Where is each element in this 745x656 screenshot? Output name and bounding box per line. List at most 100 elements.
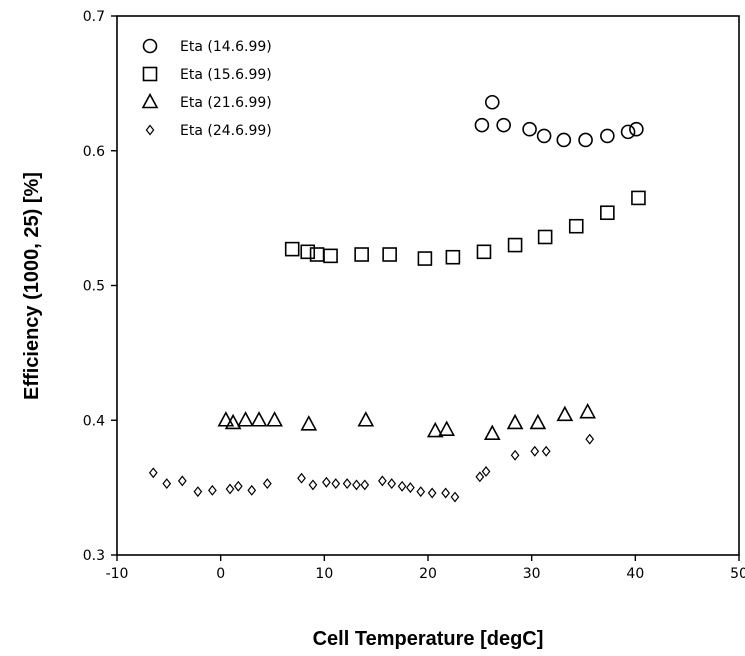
series-diamond bbox=[148, 433, 595, 503]
y-tick-label: 0.7 bbox=[83, 9, 105, 25]
data-point-triangle bbox=[250, 411, 268, 427]
series-circle bbox=[474, 94, 644, 148]
data-point-triangle bbox=[438, 420, 455, 436]
data-point-diamond bbox=[233, 480, 243, 492]
series-square bbox=[284, 190, 646, 266]
data-point-diamond bbox=[360, 479, 370, 491]
data-point-square bbox=[507, 237, 523, 253]
data-point-triangle bbox=[266, 411, 283, 427]
x-tick-label: 0 bbox=[216, 566, 225, 582]
data-point-diamond bbox=[530, 445, 540, 457]
legend-label: Eta (24.6.99) bbox=[180, 123, 272, 139]
series-triangle bbox=[217, 402, 596, 441]
data-point-square bbox=[445, 249, 461, 265]
x-axis-title: Cell Temperature [degC] bbox=[313, 628, 544, 650]
data-point-square bbox=[631, 190, 646, 206]
x-tick-label: 40 bbox=[626, 566, 644, 582]
legend: Eta (14.6.99) Eta (15.6.99) Eta (21.6.99) E… bbox=[141, 38, 272, 139]
data-point-circle bbox=[496, 117, 511, 133]
x-tick-label: 50 bbox=[730, 566, 745, 582]
data-point-diamond bbox=[541, 445, 551, 457]
tick-marks bbox=[111, 15, 740, 561]
data-point-square bbox=[300, 244, 316, 260]
data-point-diamond bbox=[406, 482, 415, 494]
legend-label: Eta (21.6.99) bbox=[180, 95, 272, 111]
legend-item: Eta (24.6.99) bbox=[145, 123, 272, 139]
data-point-diamond bbox=[378, 475, 387, 487]
data-point-diamond bbox=[441, 487, 450, 499]
y-tick-label: 0.4 bbox=[83, 413, 105, 429]
data-point-circle bbox=[522, 121, 537, 137]
data-point-diamond bbox=[193, 486, 203, 498]
legend-marker-diamond bbox=[145, 124, 155, 136]
data-point-diamond bbox=[162, 478, 172, 490]
data-point-triangle bbox=[483, 424, 501, 441]
data-point-circle bbox=[474, 117, 490, 133]
data-point-square bbox=[568, 218, 584, 234]
data-point-diamond bbox=[177, 475, 187, 487]
data-point-diamond bbox=[481, 465, 491, 477]
data-point-diamond bbox=[331, 478, 341, 490]
data-point-circle bbox=[556, 132, 572, 148]
data-point-diamond bbox=[427, 487, 437, 499]
data-point-diamond bbox=[225, 483, 235, 495]
data-point-circle bbox=[629, 121, 644, 137]
y-tick-label: 0.5 bbox=[83, 279, 105, 295]
legend-item: Eta (21.6.99) bbox=[141, 92, 272, 111]
data-point-diamond bbox=[297, 472, 306, 484]
x-tick-label: 30 bbox=[523, 566, 541, 582]
data-point-diamond bbox=[308, 479, 318, 491]
data-point-triangle bbox=[506, 413, 524, 430]
data-point-diamond bbox=[397, 480, 407, 492]
data-point-diamond bbox=[322, 476, 331, 488]
data-point-diamond bbox=[416, 486, 426, 498]
data-point-triangle bbox=[237, 411, 254, 427]
x-tick-label: -10 bbox=[106, 566, 129, 582]
data-point-triangle bbox=[217, 411, 235, 427]
data-point-diamond bbox=[262, 478, 272, 490]
x-tick-label: 10 bbox=[315, 566, 333, 582]
legend-item: Eta (15.6.99) bbox=[142, 66, 272, 83]
y-axis-title: Efficiency (1000, 25) [%] bbox=[21, 172, 43, 400]
data-points bbox=[148, 94, 646, 503]
data-point-triangle bbox=[300, 415, 318, 431]
legend-label: Eta (14.6.99) bbox=[180, 39, 272, 55]
data-point-diamond bbox=[148, 467, 158, 479]
data-point-square bbox=[417, 251, 433, 266]
data-point-diamond bbox=[585, 433, 595, 445]
data-point-diamond bbox=[352, 479, 361, 491]
data-point-diamond bbox=[387, 478, 397, 490]
data-point-triangle bbox=[556, 405, 574, 422]
legend-marker-triangle bbox=[141, 92, 159, 109]
data-point-circle bbox=[620, 124, 636, 140]
y-tick-labels: 0.3 0.4 0.5 0.6 0.7 bbox=[83, 9, 105, 564]
legend-marker-square bbox=[142, 66, 158, 82]
data-point-diamond bbox=[510, 449, 520, 461]
data-point-triangle bbox=[579, 402, 596, 419]
data-point-square bbox=[323, 248, 338, 264]
x-tick-labels: -10 0 10 20 30 40 50 bbox=[106, 566, 745, 582]
data-point-square bbox=[476, 244, 492, 260]
data-point-circle bbox=[536, 128, 552, 144]
data-point-circle bbox=[600, 128, 615, 144]
data-point-square bbox=[537, 229, 553, 245]
data-point-circle bbox=[578, 132, 593, 148]
data-point-diamond bbox=[247, 484, 257, 496]
y-tick-label: 0.3 bbox=[83, 548, 105, 564]
data-point-square bbox=[382, 247, 397, 262]
data-point-triangle bbox=[529, 413, 547, 430]
legend-label: Eta (15.6.99) bbox=[180, 67, 272, 83]
data-point-square bbox=[354, 247, 369, 262]
data-point-triangle bbox=[357, 411, 375, 427]
data-point-diamond bbox=[208, 484, 217, 496]
data-point-triangle bbox=[224, 413, 242, 430]
y-tick-label: 0.6 bbox=[83, 144, 105, 160]
data-point-diamond bbox=[450, 491, 460, 503]
data-point-triangle bbox=[426, 421, 444, 438]
data-point-square bbox=[284, 241, 300, 257]
x-tick-label: 20 bbox=[419, 566, 437, 582]
data-point-diamond bbox=[342, 478, 352, 490]
data-point-square bbox=[600, 205, 615, 221]
legend-item: Eta (14.6.99) bbox=[142, 38, 272, 55]
